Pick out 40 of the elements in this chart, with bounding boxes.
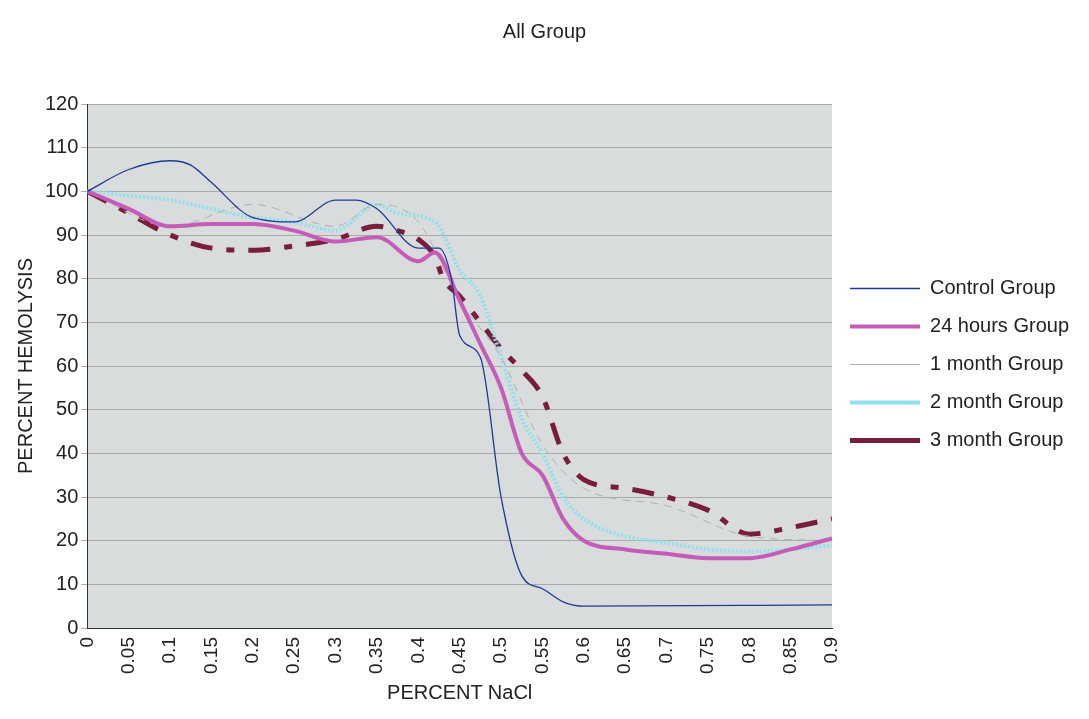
y-axis-title: PERCENT HEMOLYSIS: [13, 258, 36, 474]
x-tick-label: 0: [75, 637, 97, 648]
y-tick-label: 60: [56, 353, 79, 376]
y-tick-label: 0: [67, 615, 79, 638]
x-tick-label: 0.2: [241, 637, 263, 664]
x-tick-label: 0.5: [489, 637, 511, 664]
x-tick-label: 0.7: [654, 637, 676, 664]
x-tick-label: 0.4: [406, 636, 428, 664]
legend-label: 1 month Group: [930, 352, 1064, 375]
legend-label: 2 month Group: [930, 390, 1064, 413]
x-tick-label: 0.35: [365, 637, 387, 674]
x-tick-label: 0.45: [447, 637, 469, 674]
x-tick-label: 0.1: [158, 637, 180, 664]
y-tick-label: 70: [56, 309, 79, 332]
y-tick-label: 80: [56, 266, 79, 289]
x-tick-label: 0.85: [778, 637, 800, 674]
y-tick-label: 50: [56, 397, 79, 420]
x-tick-label: 0.55: [530, 637, 552, 674]
legend-label: Control Group: [930, 276, 1056, 299]
y-tick-label: 20: [56, 528, 79, 551]
x-tick-label: 0.65: [613, 637, 635, 674]
x-tick-label: 0.3: [323, 637, 345, 664]
legend-label: 3 month Group: [930, 428, 1064, 451]
x-tick-label: 0.6: [572, 637, 594, 664]
x-tick-label: 0.8: [737, 637, 759, 664]
x-tick-label: 0.25: [282, 637, 304, 674]
x-tick-label: 0.05: [116, 637, 138, 674]
y-tick-label: 110: [46, 135, 79, 158]
y-tick-label: 90: [56, 222, 79, 245]
y-tick-label: 40: [56, 440, 79, 463]
x-tick-label: 0.9: [820, 637, 842, 664]
y-tick-label: 10: [56, 571, 79, 594]
y-tick-label: 100: [44, 178, 79, 201]
y-tick-label: 120: [44, 91, 79, 114]
chart-title: All Group: [502, 19, 587, 42]
y-tick-label: 30: [56, 484, 79, 507]
legend-label: 24 hours Group: [930, 314, 1070, 337]
x-tick-label: 0.15: [199, 637, 221, 674]
x-axis-title: PERCENT NaCl: [387, 680, 533, 703]
x-tick-label: 0.75: [696, 637, 718, 674]
